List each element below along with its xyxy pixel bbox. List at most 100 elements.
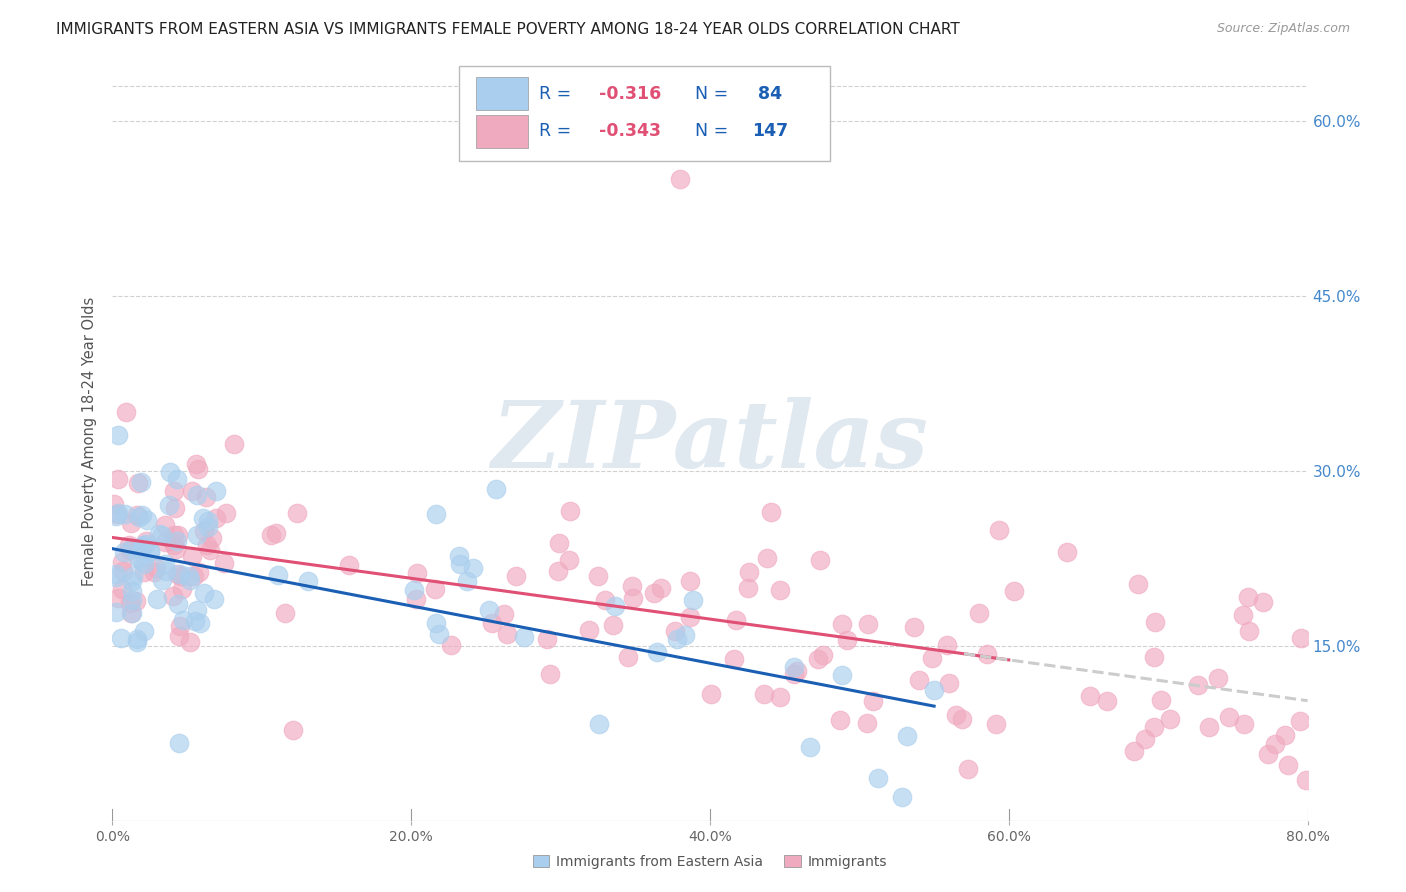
Point bbox=[132, 565, 155, 579]
Point bbox=[807, 652, 830, 666]
Point bbox=[125, 508, 148, 523]
Point bbox=[786, 664, 808, 678]
Text: 84: 84 bbox=[752, 85, 782, 103]
Point bbox=[167, 629, 190, 643]
Point bbox=[146, 591, 169, 606]
Point bbox=[447, 549, 470, 564]
Point bbox=[984, 716, 1007, 731]
Point bbox=[155, 535, 177, 549]
Point bbox=[128, 510, 150, 524]
Text: -0.343: -0.343 bbox=[599, 122, 661, 140]
Point bbox=[172, 613, 194, 627]
Point bbox=[121, 583, 143, 598]
Point bbox=[145, 560, 167, 574]
Point bbox=[105, 566, 128, 581]
Point bbox=[679, 610, 702, 624]
Point bbox=[167, 528, 190, 542]
Point bbox=[512, 630, 534, 644]
Point bbox=[547, 536, 569, 550]
Point bbox=[478, 603, 501, 617]
Text: IMMIGRANTS FROM EASTERN ASIA VS IMMIGRANTS FEMALE POVERTY AMONG 18-24 YEAR OLDS : IMMIGRANTS FROM EASTERN ASIA VS IMMIGRAN… bbox=[56, 22, 960, 37]
Point bbox=[107, 428, 129, 442]
Point bbox=[903, 620, 925, 634]
Point bbox=[150, 527, 173, 541]
Point bbox=[835, 632, 858, 647]
Point bbox=[193, 586, 215, 600]
Point bbox=[643, 586, 665, 600]
Point bbox=[136, 513, 159, 527]
Point bbox=[166, 534, 188, 549]
Point bbox=[1237, 624, 1260, 638]
Point bbox=[669, 172, 692, 186]
Point bbox=[157, 498, 180, 512]
Point bbox=[169, 619, 191, 633]
Point bbox=[159, 465, 181, 479]
Point bbox=[131, 540, 153, 554]
Point bbox=[170, 569, 193, 583]
Point bbox=[169, 736, 191, 750]
Point bbox=[1288, 714, 1310, 728]
Point bbox=[769, 582, 792, 597]
Point bbox=[620, 579, 643, 593]
Point bbox=[118, 596, 141, 610]
Point bbox=[756, 550, 779, 565]
Point bbox=[831, 667, 853, 681]
Point bbox=[134, 624, 156, 638]
Point bbox=[558, 504, 581, 518]
Point bbox=[177, 569, 200, 583]
Point bbox=[112, 564, 135, 578]
Point bbox=[143, 565, 166, 579]
Point bbox=[201, 532, 224, 546]
Text: N =: N = bbox=[683, 122, 734, 140]
Point bbox=[107, 591, 129, 605]
Point bbox=[186, 603, 208, 617]
Point bbox=[481, 616, 503, 631]
Point bbox=[908, 673, 931, 688]
Point bbox=[214, 506, 236, 520]
Point bbox=[127, 550, 149, 565]
Point bbox=[492, 607, 515, 621]
Point bbox=[950, 712, 973, 726]
Point bbox=[425, 615, 447, 630]
Point bbox=[1206, 671, 1229, 685]
Point bbox=[121, 593, 143, 607]
Point bbox=[828, 713, 851, 727]
Point bbox=[1232, 608, 1254, 623]
Point bbox=[666, 632, 689, 647]
Point bbox=[212, 556, 235, 570]
Point bbox=[404, 583, 426, 598]
Point bbox=[831, 617, 853, 632]
Point bbox=[1289, 631, 1312, 645]
Point bbox=[129, 475, 152, 489]
Point bbox=[163, 501, 186, 516]
Point bbox=[1002, 584, 1025, 599]
Point bbox=[536, 632, 558, 647]
Point bbox=[1236, 591, 1258, 605]
Point bbox=[602, 618, 624, 632]
Point bbox=[1143, 720, 1166, 734]
Point bbox=[193, 524, 215, 538]
Point bbox=[1295, 773, 1317, 788]
Point bbox=[120, 516, 142, 530]
Point bbox=[197, 520, 219, 534]
Point bbox=[921, 650, 943, 665]
Point bbox=[125, 635, 148, 649]
Point bbox=[139, 544, 162, 558]
Point bbox=[440, 638, 463, 652]
Point bbox=[405, 592, 427, 607]
Point bbox=[679, 574, 702, 588]
Point bbox=[586, 569, 609, 583]
Text: N =: N = bbox=[683, 85, 734, 103]
Point bbox=[463, 560, 485, 574]
Point bbox=[337, 558, 360, 572]
Point bbox=[139, 545, 162, 559]
Point bbox=[811, 648, 834, 662]
Point bbox=[1253, 594, 1275, 608]
Point bbox=[297, 574, 319, 588]
Point bbox=[197, 514, 219, 528]
Point bbox=[725, 614, 748, 628]
Point bbox=[808, 553, 831, 567]
Point bbox=[111, 582, 134, 596]
Point bbox=[162, 589, 184, 603]
Point bbox=[166, 597, 188, 611]
